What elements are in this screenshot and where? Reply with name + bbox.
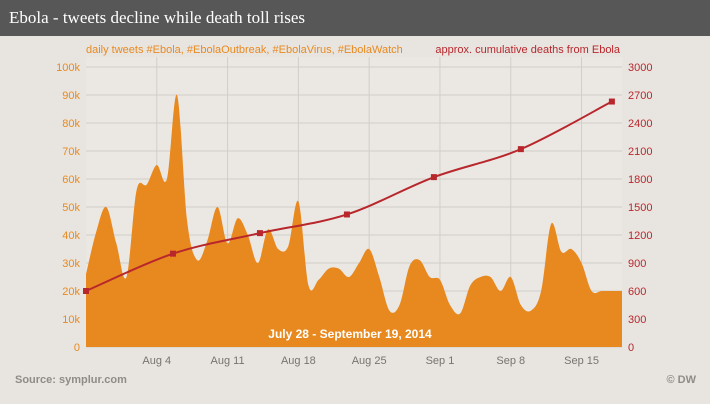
x-tick-label: Aug 11: [211, 355, 245, 367]
deaths-marker: [343, 211, 350, 218]
y-right-tick-label: 300: [628, 314, 646, 326]
series-area-tweets: [86, 94, 622, 347]
deaths-marker: [83, 288, 89, 294]
y-right-tick-label: 600: [628, 286, 646, 298]
legend-tweets: daily tweets #Ebola, #EbolaOutbreak, #Eb…: [86, 44, 403, 56]
x-tick-label: Aug 4: [142, 355, 171, 367]
credit: © DW: [666, 374, 697, 386]
y-right-tick-label: 1800: [628, 174, 652, 186]
x-tick-label: Sep 1: [426, 355, 455, 367]
deaths-marker: [256, 230, 263, 237]
y-right-tick-label: 0: [628, 342, 634, 354]
y-left-tick-label: 10k: [62, 314, 80, 326]
y-right-tick-label: 1200: [628, 230, 652, 242]
y-left-tick-label: 40k: [62, 230, 80, 242]
y-left-tick-label: 100k: [56, 62, 80, 74]
y-left-tick-label: 80k: [62, 118, 80, 130]
source-note: Source: symplur.com: [15, 374, 127, 386]
y-left-tick-label: 60k: [62, 174, 80, 186]
y-left-tick-label: 70k: [62, 146, 80, 158]
date-range-annotation: July 28 - September 19, 2014: [268, 327, 432, 341]
page-title: Ebola - tweets decline while death toll …: [0, 0, 710, 36]
x-tick-label: Aug 18: [281, 355, 316, 367]
y-right-tick-label: 1500: [628, 202, 652, 214]
deaths-marker: [169, 250, 176, 257]
x-tick-label: Sep 8: [496, 355, 525, 367]
deaths-marker: [608, 98, 615, 105]
x-tick-label: Sep 15: [564, 355, 599, 367]
y-left-tick-label: 30k: [62, 258, 80, 270]
y-left-tick-label: 50k: [62, 202, 80, 214]
y-right-tick-label: 3000: [628, 62, 652, 74]
y-right-tick-label: 2400: [628, 118, 652, 130]
y-right-tick-label: 2100: [628, 146, 652, 158]
y-left-tick-label: 0: [74, 342, 80, 354]
y-left-tick-label: 90k: [62, 90, 80, 102]
deaths-marker: [430, 174, 437, 181]
y-right-tick-label: 2700: [628, 90, 652, 102]
deaths-marker: [517, 146, 524, 153]
x-tick-label: Aug 25: [352, 355, 387, 367]
y-right-tick-label: 900: [628, 258, 646, 270]
y-left-tick-label: 20k: [62, 286, 80, 298]
legend-deaths: approx. cumulative deaths from Ebola: [435, 44, 621, 56]
